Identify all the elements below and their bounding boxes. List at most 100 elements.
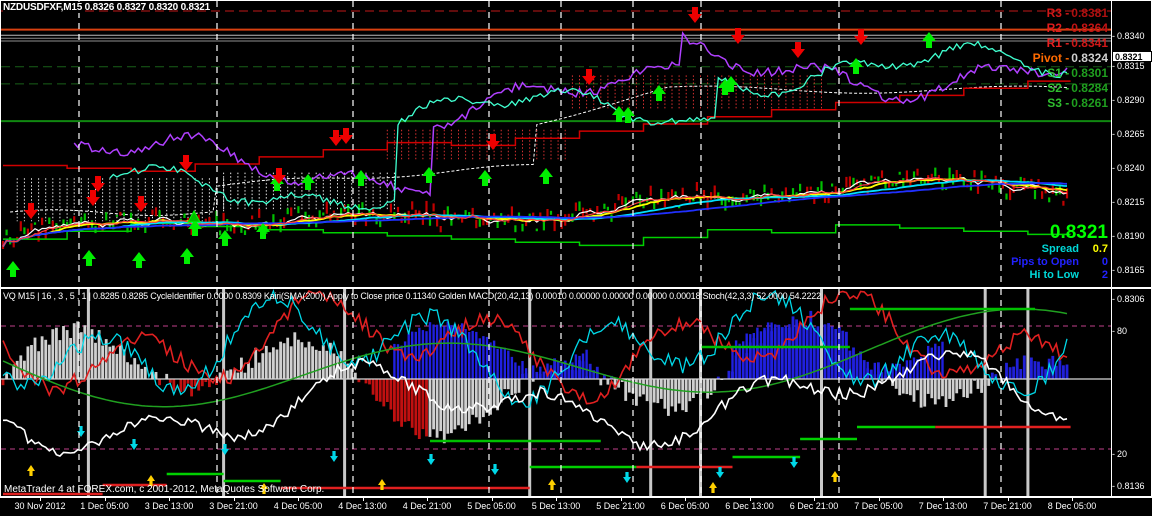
time-axis-label: 5 Dec 21:00 [596,501,645,511]
ichimoku-boundary [10,85,1068,216]
scale-tick-dash: - [1112,294,1115,304]
sell-signal-arrow-icon [86,190,100,206]
time-axis-label: 6 Dec 21:00 [789,501,839,511]
scale-tick-label: 20 [1117,449,1128,459]
sell-signal-arrow-icon [582,69,596,85]
pivot-level-value: 0.8341 [1071,36,1108,50]
sub-buy-arrow-icon [831,471,839,482]
signal-line-green [2,308,1068,408]
sub-sell-arrow-icon [221,444,229,455]
main-chart-plot[interactable] [1,1,1111,287]
scale-tick-dash: - [1112,231,1115,241]
indicator-subwindow[interactable] [0,288,1112,497]
sell-signal-arrow-icon [134,196,148,212]
subwindow-price-scale[interactable]: -0.8306-80-20-0.8136 [1112,288,1152,497]
time-axis-tick [814,498,815,501]
pips-to-open-value: 0 [1101,256,1108,268]
spread-row: Spread 0.7 [1011,243,1108,256]
sell-signal-arrow-icon [179,155,193,171]
time-axis-tick [878,498,880,501]
scale-tick-dash: - [1112,481,1115,491]
time-axis-tick [685,498,686,501]
time-axis-label: 7 Dec 05:00 [854,501,903,511]
buy-signal-arrow-icon [180,248,194,264]
scale-tick-dash: - [1112,95,1115,105]
price-scale-tick: -0.8265 [1112,129,1152,140]
scale-tick-dash: - [1112,449,1115,459]
pivot-level-label: R3 - [1046,6,1070,20]
sub-sell-arrow-icon [330,451,338,462]
time-axis[interactable]: 30 Nov 2012 1 Dec 05:00 3 Dec 13:00 3 Dec 2… [0,497,1152,516]
time-axis-label: 7 Dec 13:00 [918,501,968,511]
time-axis-label: 3 Dec 13:00 [144,501,194,511]
time-axis-tick [1007,498,1009,501]
pivot-level-row: R3 -0.8381 [1033,6,1108,21]
sub-sell-arrow-icon [716,467,724,478]
price-scale-tick: -80 [1112,326,1152,337]
sell-signal-arrow-icon [272,168,286,184]
time-axis-label: 1 Dec 05:00 [80,501,129,511]
scale-tick-dash: - [1112,163,1115,173]
buy-signal-arrow-icon [539,168,553,184]
moving-average-line [2,176,1068,247]
scale-tick-dash: - [1112,61,1115,71]
time-axis-tick [620,498,622,501]
metatrader-copyright-label: MetaTrader 4 at FOREX.com, c 2001-2012, … [4,484,325,495]
moving-average-line [2,177,1067,247]
oscillator-line-purple [73,30,1068,197]
scale-tick-label: 0.8215 [1117,197,1145,207]
pivot-level-row: S2 -0.8284 [1033,81,1108,96]
time-axis-label: 4 Dec 13:00 [338,501,387,511]
time-axis-tick [40,498,41,501]
scale-tick-label: 0.8315 [1117,61,1145,71]
time-axis-label: 6 Dec 13:00 [725,501,774,511]
time-axis-label: 30 Nov 2012 [14,501,66,511]
time-axis-label: 3 Dec 21:00 [209,501,258,511]
moving-average-line [2,182,1068,248]
buy-signal-arrow-icon [132,252,146,268]
sell-signal-arrow-icon [339,128,353,144]
pivot-level-row: R2 -0.8364 [1033,21,1108,36]
pips-to-open-row: Pips to Open 0 [1011,256,1108,269]
buy-signal-arrow-icon [354,170,368,186]
buy-signal-arrow-icon [301,174,315,190]
time-axis-tick [104,498,106,501]
pivot-level-row: Pivot -0.8324 [1033,51,1108,66]
price-scale-tick: -0.8165 [1112,265,1152,276]
indicator-subwindow-plot[interactable] [1,289,1111,496]
scale-tick-dash: - [1112,129,1115,139]
sub-buy-arrow-icon [147,475,155,486]
time-axis-label: 6 Dec 05:00 [660,501,710,511]
time-axis-tick [169,498,170,501]
pivot-level-value: 0.8261 [1071,96,1108,110]
step-level-line [3,80,1071,172]
sub-sell-arrow-icon [427,454,435,465]
sub-sell-arrow-icon [77,426,85,437]
main-chart-window[interactable] [0,0,1112,288]
buy-signal-arrow-icon [621,107,635,123]
time-axis-tick [1072,498,1073,501]
time-axis-label: 7 Dec 21:00 [983,501,1032,511]
buy-signal-arrow-icon [922,32,936,48]
scale-tick-label: 0.8290 [1117,95,1145,105]
main-price-scale[interactable]: -0.8340 0.8321-0.8315-0.8290-0.8265-0.824… [1112,0,1152,288]
oscillator-line-cyan [109,40,1068,211]
pips-to-open-label: Pips to Open [1011,256,1079,268]
buy-signal-arrow-icon [612,106,626,122]
time-axis-label: 8 Dec 05:00 [1047,501,1097,511]
scale-tick-label: 0.8136 [1117,481,1145,491]
pivot-level-value: 0.8364 [1071,21,1108,35]
buy-signal-arrow-icon [422,167,436,183]
scale-tick-dash: - [1112,265,1115,275]
time-axis-tick [298,498,299,501]
buy-signal-arrow-icon [218,230,232,246]
time-axis-label: 5 Dec 13:00 [531,501,581,511]
pivot-level-value: 0.8381 [1071,6,1108,20]
price-scale-tick: -0.8215 [1112,197,1152,208]
scale-tick-label: 0.8265 [1117,129,1145,139]
pivot-level-value: 0.8324 [1071,51,1108,65]
buy-signal-arrow-icon [478,170,492,186]
scale-tick-label: 80 [1117,326,1128,336]
sell-signal-arrow-icon [329,130,343,146]
